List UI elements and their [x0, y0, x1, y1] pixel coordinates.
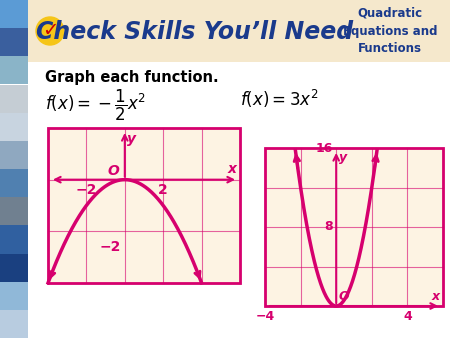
Text: 4: 4: [403, 310, 412, 323]
Circle shape: [36, 17, 64, 45]
Bar: [0, 28, 28, 56]
Bar: [0, 56, 28, 84]
Text: 16: 16: [316, 142, 333, 154]
Text: y: y: [127, 132, 136, 146]
Text: Quadratic
Equations and
Functions: Quadratic Equations and Functions: [343, 6, 437, 55]
Bar: [0, 0, 28, 28]
Bar: [265, 148, 443, 306]
Text: x: x: [228, 162, 237, 176]
Text: −2: −2: [76, 183, 97, 197]
Bar: [330, 0, 450, 62]
Bar: [0, 197, 28, 225]
Text: $f(x) = -\dfrac{1}{2}x^2$: $f(x) = -\dfrac{1}{2}x^2$: [45, 88, 146, 123]
Text: y: y: [339, 151, 347, 164]
Text: Graph each function.: Graph each function.: [45, 70, 219, 85]
Bar: [0, 84, 28, 113]
Text: O: O: [338, 290, 349, 303]
Bar: [0, 113, 28, 141]
Bar: [48, 128, 240, 283]
Text: 2: 2: [158, 183, 168, 197]
Text: $f(x) = 3x^2$: $f(x) = 3x^2$: [240, 88, 319, 110]
Bar: [0, 282, 28, 310]
Bar: [0, 169, 28, 197]
Text: O: O: [107, 164, 119, 178]
Bar: [0, 254, 28, 282]
Bar: [0, 225, 28, 254]
Bar: [28, 0, 450, 62]
Text: −2: −2: [99, 240, 121, 254]
Text: 8: 8: [324, 220, 333, 234]
Text: ✓: ✓: [42, 22, 58, 41]
Bar: [0, 141, 28, 169]
Text: x: x: [432, 290, 440, 303]
Text: −4: −4: [256, 310, 274, 323]
Bar: [0, 310, 28, 338]
Text: Check Skills You’ll Need: Check Skills You’ll Need: [36, 20, 354, 44]
